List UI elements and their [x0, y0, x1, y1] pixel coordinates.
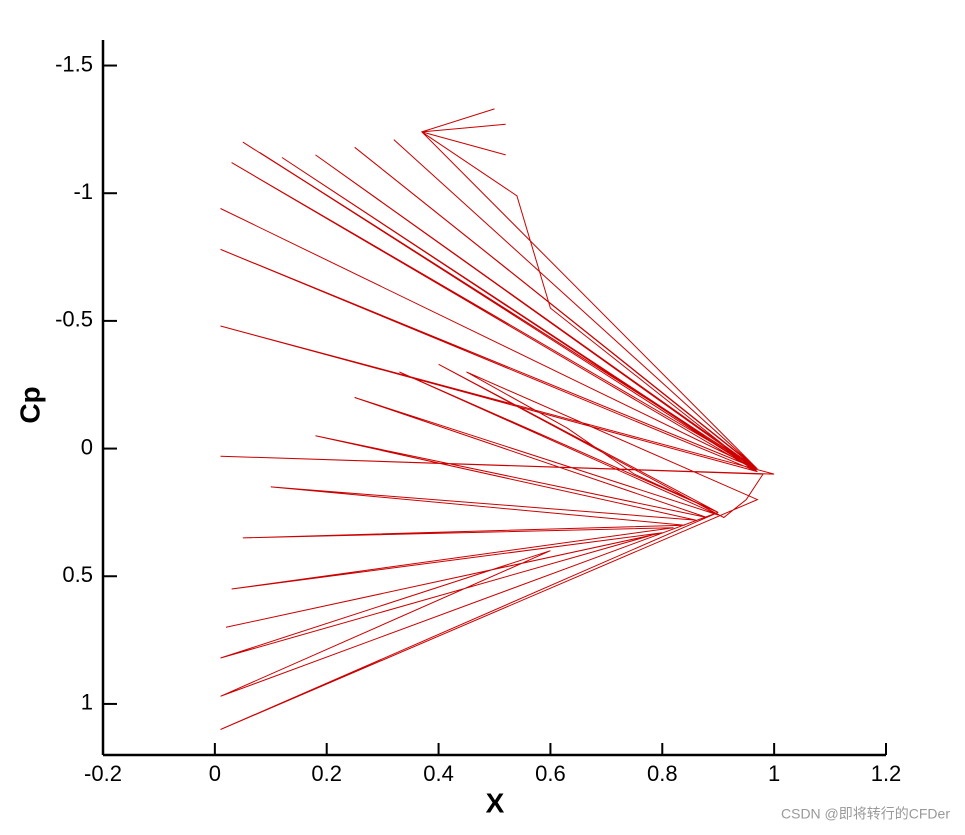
x-tick-label: 0.6: [535, 761, 566, 786]
y-tick-label: -0.5: [55, 307, 93, 332]
data-line: [220, 108, 775, 730]
y-axis-label: Cp: [14, 386, 45, 423]
x-tick-label: 0: [209, 761, 221, 786]
y-tick-label: 1: [81, 690, 93, 715]
x-tick-label: -0.2: [84, 761, 122, 786]
y-tick-label: 0: [81, 434, 93, 459]
x-tick-label: 0.4: [423, 761, 454, 786]
x-axis-label: X: [486, 787, 505, 818]
y-tick-label: -1: [73, 179, 93, 204]
watermark: CSDN @即将转行的CFDer: [781, 806, 950, 822]
x-tick-label: 0.2: [311, 761, 342, 786]
x-tick-label: 1: [768, 761, 780, 786]
x-tick-label: 1.2: [871, 761, 902, 786]
y-tick-label: -1.5: [55, 51, 93, 76]
x-tick-label: 0.8: [647, 761, 678, 786]
y-tick-label: 0.5: [62, 562, 93, 587]
